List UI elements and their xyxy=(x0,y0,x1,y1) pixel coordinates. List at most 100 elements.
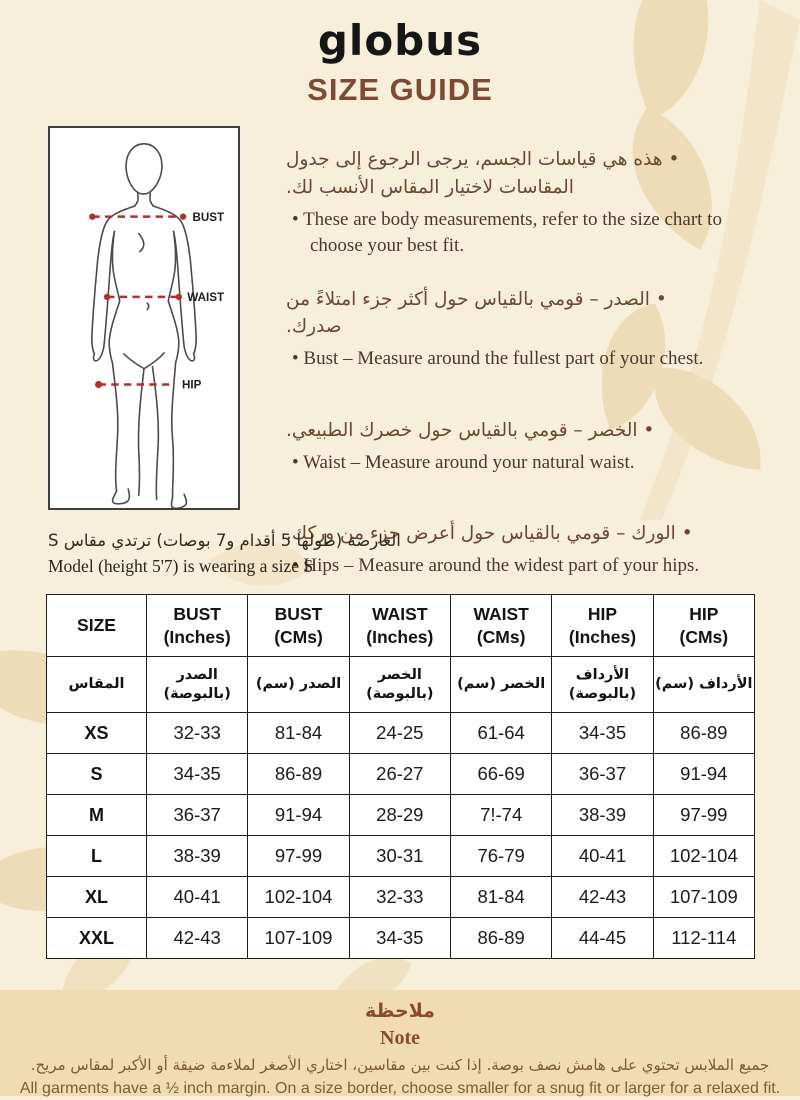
size-cell: XL xyxy=(46,876,147,918)
column-header-waist-cm-ar: الخصر (سم) xyxy=(449,656,553,713)
instruction-arabic-text: هذه هي قياسات الجسم، يرجى الرجوع إلى جدو… xyxy=(286,149,663,198)
value-cell: 40-41 xyxy=(551,835,654,877)
bullet-icon: • xyxy=(292,208,299,230)
value-cell: 44-45 xyxy=(551,917,654,959)
size-cell: XXL xyxy=(46,917,147,959)
page-title: SIZE GUIDE xyxy=(307,72,493,107)
body-measurement-diagram: BUST WAIST HIP xyxy=(48,126,240,510)
value-cell: 76-79 xyxy=(449,835,553,877)
value-cell: 107-109 xyxy=(652,876,756,918)
bullet-icon: • xyxy=(681,523,693,545)
instruction-arabic: • الورك – قومي بالقياس حول أعرض جزء من و… xyxy=(286,520,722,548)
note-title-arabic: ملاحظة xyxy=(365,1000,435,1022)
column-header-hip-cm-en: HIP (CMs) xyxy=(652,594,756,657)
size-cell: S xyxy=(46,753,147,795)
value-cell: 91-94 xyxy=(652,753,756,795)
bust-measure-line: BUST xyxy=(89,211,224,224)
value-cell: 32-33 xyxy=(348,876,451,918)
waist-label: WAIST xyxy=(187,291,224,304)
column-header-bust-cm-en: BUST (CMs) xyxy=(247,594,350,657)
size-cell: XS xyxy=(46,712,147,754)
header-line: (Inches) xyxy=(366,626,434,647)
bullet-icon: • xyxy=(655,288,667,310)
value-cell: 24-25 xyxy=(348,712,451,754)
column-header-waist-cm-en: WAIST (CMs) xyxy=(449,594,553,657)
measurement-instructions: • هذه هي قياسات الجسم، يرجى الرجوع إلى ج… xyxy=(286,146,722,579)
value-cell: 91-94 xyxy=(247,794,350,836)
column-header-size-en: SIZE xyxy=(46,594,147,657)
value-cell: 38-39 xyxy=(551,794,654,836)
size-table: SIZE BUST (Inches) BUST (CMs) WAIST (Inches) WA… xyxy=(46,594,756,959)
column-header-hip-in-en: HIP (Inches) xyxy=(551,594,654,657)
instruction-arabic: • الخصر – قومي بالقياس حول خصرك الطبيعي. xyxy=(286,417,722,445)
column-header-hip-in-ar: الأرداف (بالبوصة) xyxy=(551,656,654,713)
instruction-english: • Waist – Measure around your natural wa… xyxy=(286,450,722,477)
instruction-arabic-text: الصدر – قومي بالقياس حول أكثر جزء امتلاء… xyxy=(286,288,650,338)
header-line: WAIST xyxy=(372,603,428,624)
value-cell: 36-37 xyxy=(145,794,249,836)
header-line: BUST xyxy=(274,603,323,624)
value-cell: 81-84 xyxy=(247,712,350,754)
female-silhouette-drawing xyxy=(91,143,197,508)
value-cell: 32-33 xyxy=(145,712,249,754)
value-cell: 28-29 xyxy=(348,794,451,836)
instruction-english: • Bust – Measure around the fullest part… xyxy=(286,346,722,373)
note-body-english: All garments have a ½ inch margin. On a … xyxy=(19,1080,781,1098)
value-cell: 34-35 xyxy=(551,712,654,754)
instruction-english-text: These are body measurements, refer to th… xyxy=(303,208,722,257)
value-cell: 42-43 xyxy=(145,917,249,959)
instruction-english: • These are body measurements, refer to … xyxy=(286,207,722,260)
model-note-arabic: العارضة (طولها 5 أقدام و7 بوصات) ترتدي م… xyxy=(48,531,401,550)
value-cell: 42-43 xyxy=(551,876,654,918)
instruction-group-overview: • هذه هي قياسات الجسم، يرجى الرجوع إلى ج… xyxy=(286,146,722,260)
note-body-arabic: جميع الملابس تحتوي على هامش نصف بوصة. إذ… xyxy=(30,1055,770,1074)
value-cell: 30-31 xyxy=(348,835,451,877)
header-line: (Inches) xyxy=(568,626,637,647)
value-cell: 61-64 xyxy=(449,712,553,754)
value-cell: 86-89 xyxy=(652,712,756,754)
column-header-bust-in-ar: الصدر (بالبوصة) xyxy=(145,656,249,713)
bullet-icon: • xyxy=(643,419,655,441)
value-cell: 81-84 xyxy=(449,876,553,918)
value-cell: 102-104 xyxy=(247,876,350,918)
instruction-arabic-text: الورك – قومي بالقياس حول أعرض جزء من ورك… xyxy=(286,523,676,545)
header-line: (Inches) xyxy=(163,626,231,647)
value-cell: 97-99 xyxy=(652,794,756,836)
value-cell: 112-114 xyxy=(652,917,756,959)
size-cell: L xyxy=(46,835,147,877)
value-cell: 34-35 xyxy=(348,917,451,959)
instruction-group-hip: • الورك – قومي بالقياس حول أعرض جزء من و… xyxy=(286,520,722,579)
size-cell: M xyxy=(46,794,147,836)
instruction-group-waist: • الخصر – قومي بالقياس حول خصرك الطبيعي.… xyxy=(286,417,722,476)
header-line: WAIST xyxy=(473,603,529,624)
hip-label: HIP xyxy=(182,379,202,392)
instruction-arabic: • الصدر – قومي بالقياس حول أكثر جزء امتل… xyxy=(286,286,722,342)
column-header-waist-in-ar: الخصر (بالبوصة) xyxy=(348,656,451,713)
table-row-m: M 36-37 91-94 28-29 7!-74 38-39 97-99 xyxy=(46,794,756,836)
header-line: (CMs) xyxy=(476,626,526,647)
value-cell: 86-89 xyxy=(247,753,350,795)
table-row-xs: XS 32-33 81-84 24-25 61-64 34-35 86-89 xyxy=(46,712,756,754)
value-cell: 102-104 xyxy=(652,835,756,877)
header-line: SIZE xyxy=(77,615,116,636)
instruction-english-text: Waist – Measure around your natural wais… xyxy=(303,451,635,473)
header-line: الخصر (سم) xyxy=(457,676,546,693)
column-header-bust-cm-ar: الصدر (سم) xyxy=(247,656,350,713)
table-row-l: L 38-39 97-99 30-31 76-79 40-41 102-104 xyxy=(46,835,756,877)
header-line: الأرداف xyxy=(575,667,630,684)
header-line: الصدر (سم) xyxy=(255,676,342,693)
header-line: (CMs) xyxy=(274,626,323,647)
header-line: HIP xyxy=(689,603,719,624)
table-row-xxl: XXL 42-43 107-109 34-35 86-89 44-45 112-114 xyxy=(46,917,756,959)
note-section: ملاحظة Note جميع الملابس تحتوي على هامش … xyxy=(0,990,800,1097)
instruction-english-text: Hips – Measure around the widest part of… xyxy=(303,554,700,576)
instruction-english-text: Bust – Measure around the fullest part o… xyxy=(303,348,704,370)
table-header-row-arabic: المقاس الصدر (بالبوصة) الصدر (سم) الخصر (بالب… xyxy=(46,656,756,713)
header-line: (CMs) xyxy=(679,626,729,647)
header-line: الأرداف (سم) xyxy=(655,676,753,693)
header-line: BUST xyxy=(173,603,221,624)
value-cell: 38-39 xyxy=(145,835,249,877)
value-cell: 40-41 xyxy=(145,876,249,918)
value-cell: 107-109 xyxy=(247,917,350,959)
note-title-english: Note xyxy=(380,1026,420,1049)
